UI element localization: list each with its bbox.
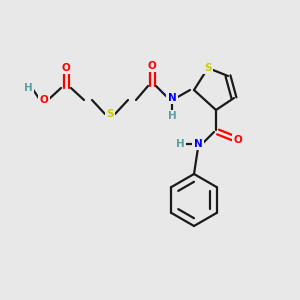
Text: O: O [148,61,156,71]
Text: S: S [106,109,114,119]
Text: O: O [61,63,70,73]
Text: O: O [40,95,48,105]
Text: N: N [194,139,202,149]
Text: H: H [168,111,176,121]
Text: H: H [24,83,32,93]
Text: O: O [234,135,242,145]
Text: S: S [204,63,212,73]
Text: N: N [168,93,176,103]
Text: H: H [176,139,184,149]
